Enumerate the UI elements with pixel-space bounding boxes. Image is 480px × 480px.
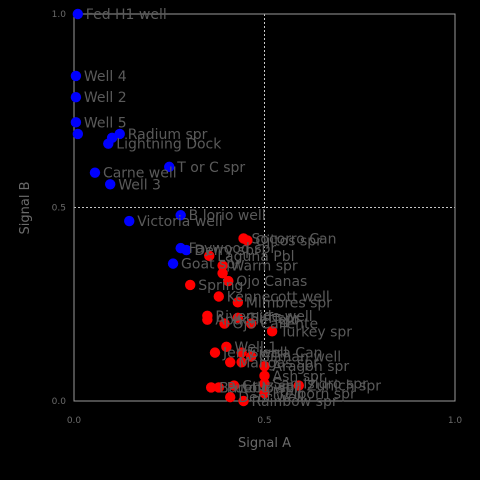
point-label: Rainbow spr (252, 394, 338, 410)
x-tick-label: 0.5 (257, 416, 271, 426)
point-label: Victoria well (137, 214, 222, 230)
cluster-2-point (213, 291, 224, 302)
point-label: Fed H1 well (86, 7, 167, 23)
y-tick-label: 0.0 (52, 397, 67, 407)
point-label: B.lorio well (189, 208, 266, 224)
y-tick-label: 0.5 (52, 204, 66, 214)
cluster-2-point (221, 341, 232, 353)
cluster-1-point (70, 70, 82, 82)
cluster-2-point (225, 391, 236, 403)
point-label: Well 1 (234, 340, 277, 356)
cluster-1-point (175, 210, 186, 221)
cluster-1-point (70, 117, 82, 128)
cluster-2-point (259, 378, 270, 389)
cluster-2-point (213, 382, 224, 393)
point-label: Spring (198, 278, 243, 294)
cluster-2-point (209, 347, 221, 358)
point-label: Well 4 (84, 69, 127, 85)
data-points (70, 8, 304, 407)
cluster-2-point (223, 275, 234, 287)
cluster-2-point (232, 297, 244, 308)
point-label: Dent well (238, 390, 304, 406)
cluster-2-point (217, 260, 228, 271)
cluster-2-point (236, 347, 247, 358)
point-label: Socorro Can (252, 231, 337, 247)
x-axis-title: Signal A (238, 436, 291, 451)
point-label: Ojo Caliente (232, 317, 318, 333)
cluster-1-point (70, 92, 82, 103)
point-label: Jerry well (222, 346, 288, 362)
y-axis-title: Signal B (18, 182, 33, 235)
point-label: Cliff spr (246, 311, 300, 327)
cluster-1-point (124, 215, 135, 227)
point-label: Goat spr (181, 257, 241, 273)
point-label: Riverside well (215, 309, 312, 325)
point-label: Pueblo spr (227, 380, 301, 396)
point-label: Warm spr (231, 259, 298, 275)
x-tick-label: 1.0 (448, 416, 463, 426)
point-label: T or C spr (176, 160, 245, 176)
cluster-2-point (293, 380, 304, 391)
point-label: Aragon spr (273, 359, 350, 375)
cluster-2-point (238, 395, 249, 407)
point-label: Mimbres spr (246, 295, 332, 311)
cluster-2-point (205, 382, 217, 393)
cluster-2-point (219, 318, 230, 329)
cluster-2-point (259, 360, 270, 372)
point-label: Carne well (103, 166, 177, 182)
y-tick-label: 1.0 (52, 10, 67, 20)
point-label: San Isidro spr (273, 377, 369, 393)
point-label: Frelborn spr (273, 386, 356, 402)
point-label: Well 5 (84, 115, 127, 131)
point-label: Laguna Pbl (217, 249, 294, 265)
cluster-1-point (89, 167, 101, 178)
cluster-2-point (236, 357, 247, 368)
cluster-2-point (242, 235, 253, 246)
point-label: Radium spr (128, 127, 208, 143)
cluster-1-point (181, 244, 192, 256)
cluster-2-point (204, 250, 215, 262)
point-label: Gilman well (259, 349, 341, 365)
point-label: Well 3 (118, 177, 161, 193)
cluster-1-point (104, 179, 116, 190)
cluster-2-point (185, 279, 196, 291)
x-tick-label: 0.0 (67, 416, 82, 426)
point-label: Bartolo well (219, 380, 302, 396)
point-label: Cruz spr (242, 379, 300, 395)
point-label: Turkey spr (279, 324, 352, 340)
cluster-1-point (164, 161, 175, 173)
plot-frame (73, 13, 456, 402)
cluster-1-point (167, 258, 179, 269)
cluster-2-point (232, 312, 244, 323)
point-label: Mangas spr (238, 355, 319, 371)
cluster-2-point (228, 380, 240, 391)
cluster-2-point (217, 268, 228, 279)
cluster-2-point (225, 357, 236, 368)
point-label: Ojo Canas (236, 274, 307, 290)
cluster-1-point (72, 128, 84, 140)
point-label: Sierra Can (250, 346, 323, 362)
point-label: Kennecott well (227, 290, 330, 306)
point-label: Apache Tejo (215, 313, 299, 329)
point-label: Ash spr (273, 369, 325, 385)
cluster-1-point (103, 138, 114, 149)
point-label: Faywood spr (189, 241, 277, 257)
point-label: Zunich spr (307, 379, 381, 395)
tick-labels: 0.0 0.5 1.0 0.0 0.5 1.0 (52, 10, 463, 426)
cluster-2-point (266, 326, 278, 337)
cluster-2-point (259, 388, 270, 399)
cluster-2-point (202, 314, 213, 325)
point-label: Well 2 (84, 90, 127, 106)
cluster-2-point (259, 370, 270, 382)
point-label: Derry spr (194, 243, 260, 259)
cluster-2-point (245, 318, 257, 329)
point-label: Ojitos spr (255, 233, 322, 249)
cluster-2-point (245, 351, 257, 362)
point-label: Lightning Dock (116, 137, 222, 153)
cluster-1-point (72, 8, 84, 20)
